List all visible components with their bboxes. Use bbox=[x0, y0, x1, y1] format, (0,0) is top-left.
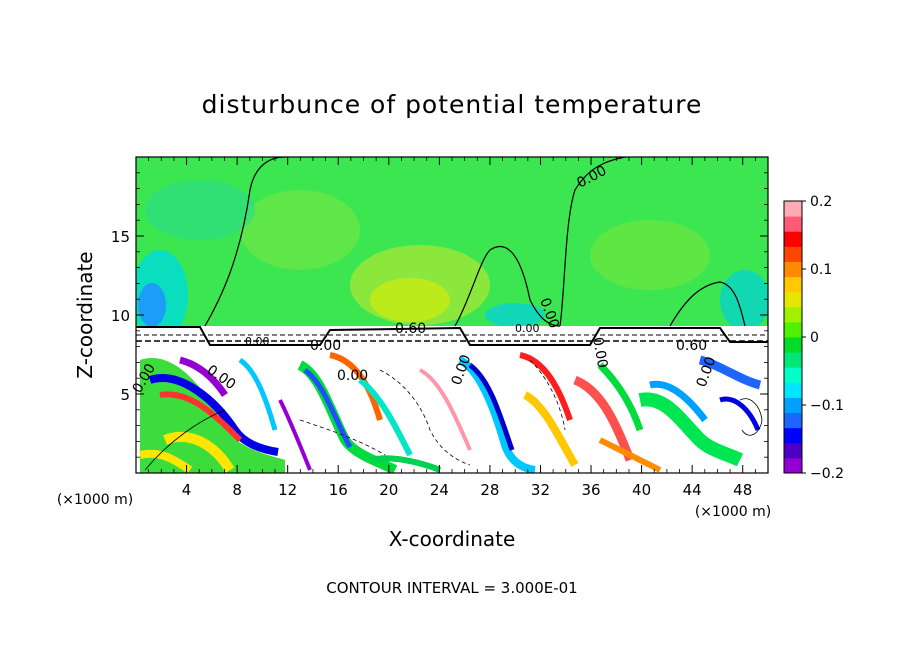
colorbar-swatch bbox=[784, 382, 802, 398]
colorbar-swatch bbox=[784, 291, 802, 308]
contour-label: 0.00 bbox=[245, 335, 270, 348]
colorbar-tick-label: 0 bbox=[810, 330, 819, 346]
plot-area bbox=[136, 157, 768, 473]
contour-label: 0.00 bbox=[589, 336, 610, 369]
colorbar-tick-label: −0.2 bbox=[810, 466, 844, 482]
upper-negative-patch bbox=[145, 180, 255, 240]
lower-contour bbox=[379, 369, 471, 466]
contour-label: 0.60 bbox=[395, 321, 426, 337]
x-axis-unit-left: (×1000 m) bbox=[57, 492, 133, 508]
upper-negative-patch bbox=[720, 270, 768, 330]
colorbar-swatch bbox=[784, 412, 802, 429]
contour-label: 0.00 bbox=[515, 322, 540, 335]
chart-title: disturbunce of potential temperature bbox=[202, 90, 703, 119]
y-tick-label: 10 bbox=[111, 307, 130, 325]
x-tick-label: 36 bbox=[581, 481, 600, 499]
colorbar-swatch bbox=[784, 397, 802, 414]
zero-contour bbox=[669, 281, 746, 327]
zero-contour bbox=[204, 157, 286, 327]
x-tick-label: 4 bbox=[182, 481, 192, 499]
colorbar-swatch bbox=[784, 276, 802, 293]
inversion-contour bbox=[136, 326, 768, 346]
x-tick-label: 32 bbox=[531, 481, 550, 499]
y-tick-label: 5 bbox=[120, 386, 130, 404]
colorbar-swatch bbox=[784, 246, 802, 262]
colorbar-swatch bbox=[784, 216, 802, 232]
lower-contour bbox=[739, 398, 763, 436]
colorbar-swatch bbox=[784, 321, 802, 338]
x-tick-label: 20 bbox=[379, 481, 398, 499]
x-tick-label: 16 bbox=[329, 481, 348, 499]
contour-label: 0.60 bbox=[676, 338, 707, 354]
colorbar-swatch bbox=[784, 352, 802, 368]
x-axis: 4 8 12 16 20 24 28 32 36 40 44 48 bbox=[148, 157, 756, 499]
colorbar-tick-label: 0.1 bbox=[810, 262, 832, 278]
lower-contour bbox=[144, 409, 226, 471]
lower-contour bbox=[529, 359, 566, 431]
colorbar-swatch bbox=[784, 442, 802, 459]
x-tick-label: 40 bbox=[632, 481, 651, 499]
contour-label: 0.00 bbox=[337, 368, 368, 384]
x-tick-label: 28 bbox=[480, 481, 499, 499]
zero-contour bbox=[454, 245, 561, 327]
x-axis-unit-right: (×1000 m) bbox=[695, 504, 771, 520]
contour-interval-note: CONTOUR INTERVAL = 3.000E-01 bbox=[326, 579, 577, 597]
x-axis-label: X-coordinate bbox=[389, 527, 516, 551]
x-tick-label: 44 bbox=[683, 481, 702, 499]
y-axis-label: Z-coordinate bbox=[73, 251, 97, 378]
upper-positive-patch bbox=[590, 220, 710, 290]
colorbar-swatch bbox=[784, 427, 802, 444]
colorbar-swatch bbox=[784, 367, 802, 383]
x-tick-label: 12 bbox=[278, 481, 297, 499]
upper-negative-patch bbox=[485, 303, 545, 327]
y-tick-label: 15 bbox=[111, 228, 130, 246]
lower-contour bbox=[299, 419, 386, 456]
colorbar-swatch bbox=[784, 261, 802, 278]
upper-negative-core bbox=[138, 283, 166, 327]
contour-label: 0.00 bbox=[310, 338, 341, 354]
colorbar-swatch bbox=[784, 231, 802, 247]
colorbar: 0.2 0.1 0 −0.1 −0.2 bbox=[783, 194, 844, 482]
x-tick-label: 24 bbox=[430, 481, 449, 499]
colorbar-swatch bbox=[784, 337, 802, 353]
upper-positive-core bbox=[370, 278, 450, 322]
colorbar-tick-label: 0.2 bbox=[810, 194, 832, 210]
y-axis: 5 10 15 bbox=[111, 172, 768, 458]
colorbar-tick-label: −0.1 bbox=[810, 398, 844, 414]
upper-positive-patch bbox=[240, 190, 360, 270]
x-tick-label: 48 bbox=[733, 481, 752, 499]
x-tick-label: 8 bbox=[232, 481, 242, 499]
colorbar-swatch bbox=[784, 306, 802, 323]
colorbar-swatch bbox=[784, 201, 802, 217]
colorbar-swatch bbox=[784, 457, 802, 474]
zero-contour bbox=[559, 157, 626, 327]
